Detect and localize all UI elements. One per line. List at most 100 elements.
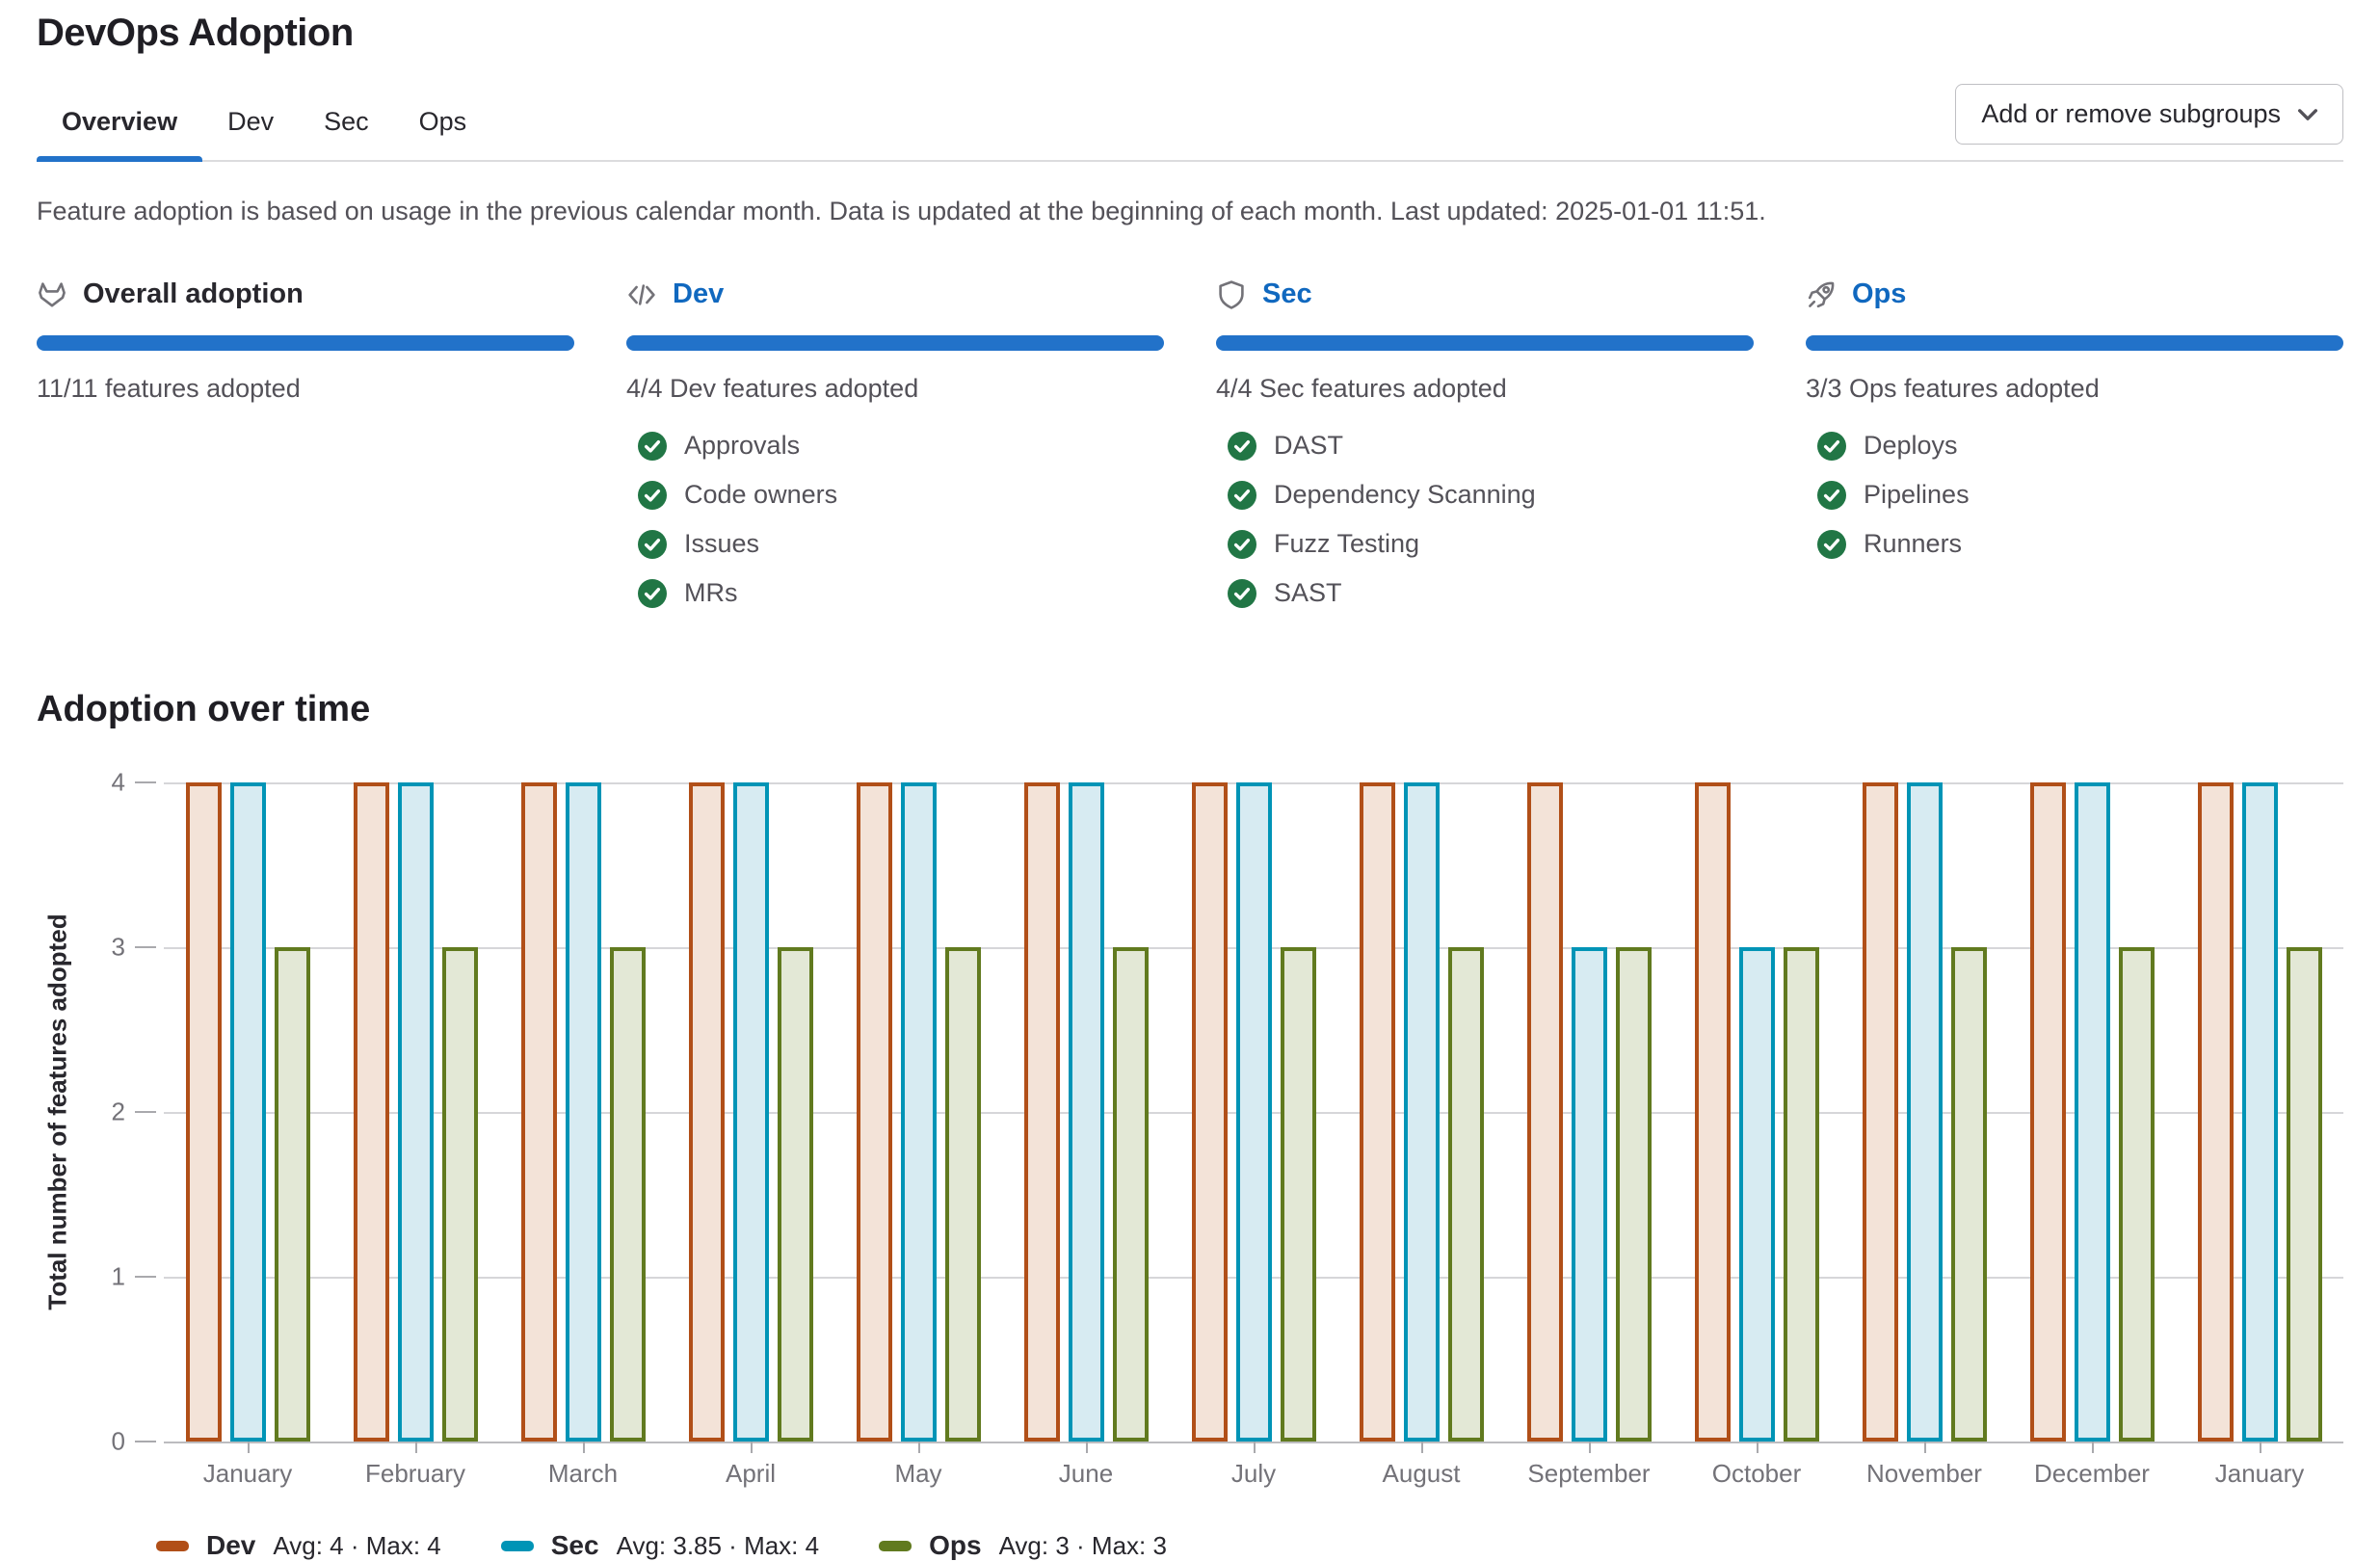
feature-item: Deploys	[1817, 421, 2343, 470]
feature-label: Code owners	[684, 480, 838, 510]
x-axis-label: January	[202, 1459, 293, 1489]
add-or-remove-subgroups-button[interactable]: Add or remove subgroups	[1955, 84, 2343, 145]
legend-item-dev: Dev Avg: 4 · Max: 4	[156, 1530, 441, 1561]
x-axis-label: September	[1527, 1459, 1651, 1489]
ops-progress-count: 3/3 Ops features adopted	[1806, 374, 2100, 404]
sec-adoption-card: Sec 4/4 Sec features adopted DAST Depende…	[1216, 278, 1754, 618]
legend-item-ops: Ops Avg: 3 · Max: 3	[879, 1530, 1167, 1561]
feature-label: Pipelines	[1864, 480, 1970, 510]
dev-feature-list: Approvals Code owners Issues MRs	[626, 421, 1164, 618]
ops-bar	[2118, 947, 2155, 1442]
dev-bar	[1191, 782, 1228, 1442]
y-axis-title: Total number of features adopted	[42, 913, 72, 1310]
sec-progress-bar	[1216, 335, 1754, 352]
month-band: January	[164, 782, 331, 1488]
x-axis-tick	[583, 1442, 585, 1454]
tab-ops[interactable]: Ops	[418, 107, 467, 136]
check-circle-icon	[638, 431, 667, 461]
adoption-summary-cards: Overall adoption 11/11 features adopted …	[37, 278, 2343, 618]
tab-overview[interactable]: Overview	[37, 86, 203, 162]
ops-bar	[2286, 947, 2322, 1442]
sec-bar	[900, 782, 937, 1442]
feature-item: MRs	[638, 569, 1164, 618]
x-axis-label: December	[2034, 1459, 2150, 1489]
feature-item: Dependency Scanning	[1228, 470, 1754, 519]
tab-bar: Overview Dev Sec Ops Add or remove subgr…	[37, 84, 2343, 162]
feature-item: Runners	[1817, 519, 2343, 569]
chart-title: Adoption over time	[37, 689, 371, 730]
dev-bar	[1862, 782, 1898, 1442]
ops-bar	[1447, 947, 1484, 1442]
feature-label: Fuzz Testing	[1274, 529, 1420, 559]
sec-bar	[1906, 782, 1943, 1442]
ops-bar	[777, 947, 813, 1442]
x-axis-label: June	[1058, 1459, 1114, 1489]
tabs: Overview Dev Sec Ops	[37, 86, 491, 162]
y-axis-tick-label: 3	[111, 932, 125, 962]
feature-item: Pipelines	[1817, 470, 2343, 519]
tab-dev[interactable]: Dev	[227, 107, 275, 136]
chart-legend: Dev Avg: 4 · Max: 4 Sec Avg: 3.85 · Max: 4 O…	[156, 1530, 2343, 1561]
x-axis-tick	[1757, 1442, 1759, 1454]
dev-bar	[2029, 782, 2066, 1442]
code-icon	[626, 279, 657, 310]
feature-item: Issues	[638, 519, 1164, 569]
tab-sec[interactable]: Sec	[324, 107, 369, 136]
x-axis-label: November	[1866, 1459, 1982, 1489]
month-band: January	[2176, 782, 2343, 1488]
dev-bar	[1023, 782, 1060, 1442]
dev-adoption-card: Dev 4/4 Dev features adopted Approvals Co…	[626, 278, 1164, 618]
sec-bar	[565, 782, 601, 1442]
feature-label: DAST	[1274, 431, 1344, 461]
feature-label: Approvals	[684, 431, 801, 461]
x-axis-label: August	[1382, 1459, 1461, 1489]
x-axis-tick	[1589, 1442, 1591, 1454]
overall-adoption-card: Overall adoption 11/11 features adopted	[37, 278, 574, 618]
dev-bar	[856, 782, 892, 1442]
dev-bar	[353, 782, 389, 1442]
sec-bar	[732, 782, 769, 1442]
legend-swatch	[156, 1540, 189, 1551]
feature-item: Code owners	[638, 470, 1164, 519]
ops-bar	[441, 947, 478, 1442]
sec-bar	[1068, 782, 1104, 1442]
legend-series-stats: Avg: 3.85 · Max: 4	[616, 1530, 820, 1560]
month-band: May	[834, 782, 1002, 1488]
check-circle-icon	[638, 578, 667, 608]
sec-title-link[interactable]: Sec	[1262, 278, 1312, 310]
check-circle-icon	[638, 480, 667, 510]
x-axis-label: May	[894, 1459, 942, 1489]
x-axis-tick	[2260, 1442, 2261, 1454]
dev-bar	[520, 782, 557, 1442]
dev-title-link[interactable]: Dev	[673, 278, 725, 310]
month-band: March	[499, 782, 667, 1488]
x-axis-tick	[918, 1442, 920, 1454]
x-axis-label: July	[1230, 1459, 1277, 1489]
x-axis-tick	[1421, 1442, 1423, 1454]
month-band: December	[2008, 782, 2176, 1488]
legend-series-stats: Avg: 4 · Max: 4	[273, 1530, 441, 1560]
dev-progress-count: 4/4 Dev features adopted	[626, 374, 919, 404]
sec-bar	[397, 782, 434, 1442]
legend-series-name: Dev	[206, 1530, 256, 1561]
x-axis-tick	[2092, 1442, 2094, 1454]
month-band: April	[667, 782, 834, 1488]
x-axis-label: October	[1711, 1459, 1802, 1489]
feature-label: Deploys	[1864, 431, 1958, 461]
sec-bar	[229, 782, 266, 1442]
x-axis-label: February	[364, 1459, 466, 1489]
ops-title-link[interactable]: Ops	[1852, 278, 1907, 310]
overall-adoption-title: Overall adoption	[83, 278, 304, 310]
ops-progress-bar	[1806, 335, 2343, 352]
feature-label: MRs	[684, 578, 738, 608]
sec-bar	[1738, 947, 1775, 1442]
chevron-down-icon	[2298, 108, 2317, 121]
ops-bar	[1280, 947, 1316, 1442]
legend-swatch	[879, 1540, 912, 1551]
y-axis-tick	[135, 946, 156, 949]
x-axis-tick	[248, 1442, 250, 1454]
dev-bar	[185, 782, 222, 1442]
sec-bar	[1235, 782, 1272, 1442]
chart-bands: January February March April May June July Augu…	[164, 782, 2343, 1488]
ops-bar	[1950, 947, 1987, 1442]
